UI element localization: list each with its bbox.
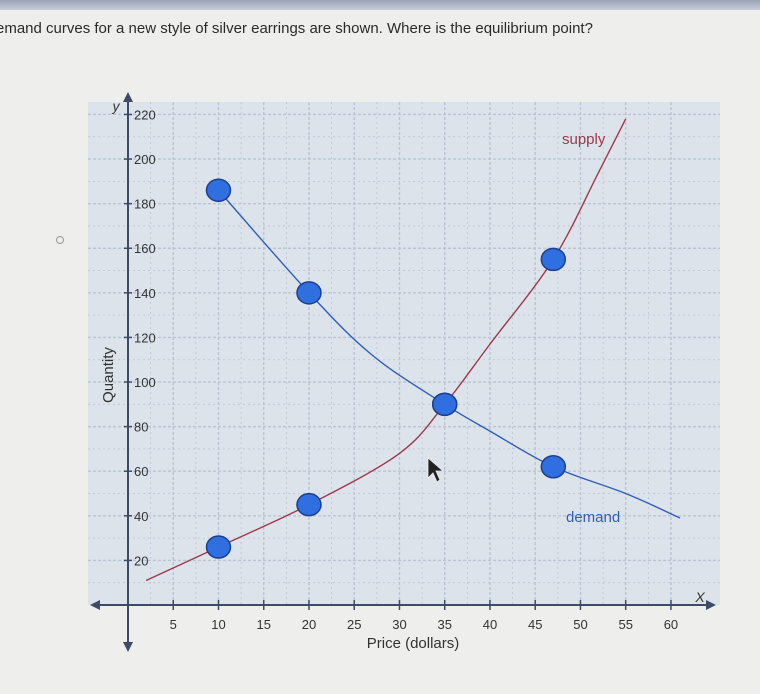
x-axis-label: Price (dollars) [367, 635, 460, 652]
x-axis-right-arrow-icon [706, 600, 716, 610]
question-text: emand curves for a new style of silver e… [0, 20, 593, 37]
y-ticks: 20 40 60 80 100 120 140 160 180 200 220 [124, 107, 156, 568]
chart: 20 40 60 80 100 120 140 160 180 200 220 5 10 15 20 25 3… [88, 90, 720, 670]
x-ticks: 5 10 15 20 25 30 35 40 45 50 55 60 [170, 600, 678, 632]
y-axis-up-arrow-icon [123, 92, 133, 102]
chart-svg: 20 40 60 80 100 120 140 160 180 200 220 5 10 15 20 25 3… [88, 92, 720, 652]
demand-label: demand [566, 509, 620, 526]
x-tick-label: 35 [437, 617, 451, 632]
x-axis-letter: X [694, 589, 705, 605]
demand-point [431, 392, 458, 417]
y-tick-label: 200 [134, 152, 156, 167]
supply-point [205, 535, 232, 559]
supply-label: supply [562, 131, 606, 148]
mouse-cursor-icon [427, 457, 445, 483]
stray-mark [56, 236, 64, 244]
y-axis-down-arrow-icon [123, 642, 133, 652]
y-tick-label: 80 [134, 420, 148, 435]
y-tick-label: 180 [134, 197, 156, 212]
x-axis-left-arrow-icon [90, 600, 100, 610]
x-tick-label: 5 [170, 617, 177, 632]
demand-point [540, 455, 567, 479]
demand-point [296, 281, 322, 305]
plot-background [88, 102, 720, 605]
y-tick-label: 60 [134, 464, 148, 479]
y-axis-letter: y [112, 98, 121, 114]
y-tick-label: 140 [134, 286, 156, 301]
axes [90, 92, 716, 652]
y-axis-label: Quantity [100, 347, 117, 403]
x-tick-label: 40 [483, 617, 497, 632]
x-tick-label: 55 [618, 617, 632, 632]
y-tick-label: 120 [134, 330, 156, 345]
y-tick-label: 220 [134, 107, 156, 122]
x-tick-label: 10 [211, 617, 225, 632]
y-tick-label: 160 [134, 241, 156, 256]
x-tick-label: 20 [302, 617, 316, 632]
markers [205, 178, 567, 559]
window-top-bar [0, 0, 760, 10]
y-tick-label: 20 [134, 553, 148, 568]
grid [88, 102, 720, 605]
supply-point [540, 247, 567, 272]
x-tick-label: 15 [257, 617, 271, 632]
supply-point [296, 492, 322, 517]
x-tick-label: 30 [392, 617, 406, 632]
demand-point [205, 178, 232, 203]
x-tick-label: 45 [528, 617, 542, 632]
y-tick-label: 40 [134, 509, 148, 524]
x-tick-label: 25 [347, 617, 361, 632]
x-tick-label: 60 [664, 617, 678, 632]
x-tick-label: 50 [573, 617, 587, 632]
y-tick-label: 100 [134, 375, 156, 390]
